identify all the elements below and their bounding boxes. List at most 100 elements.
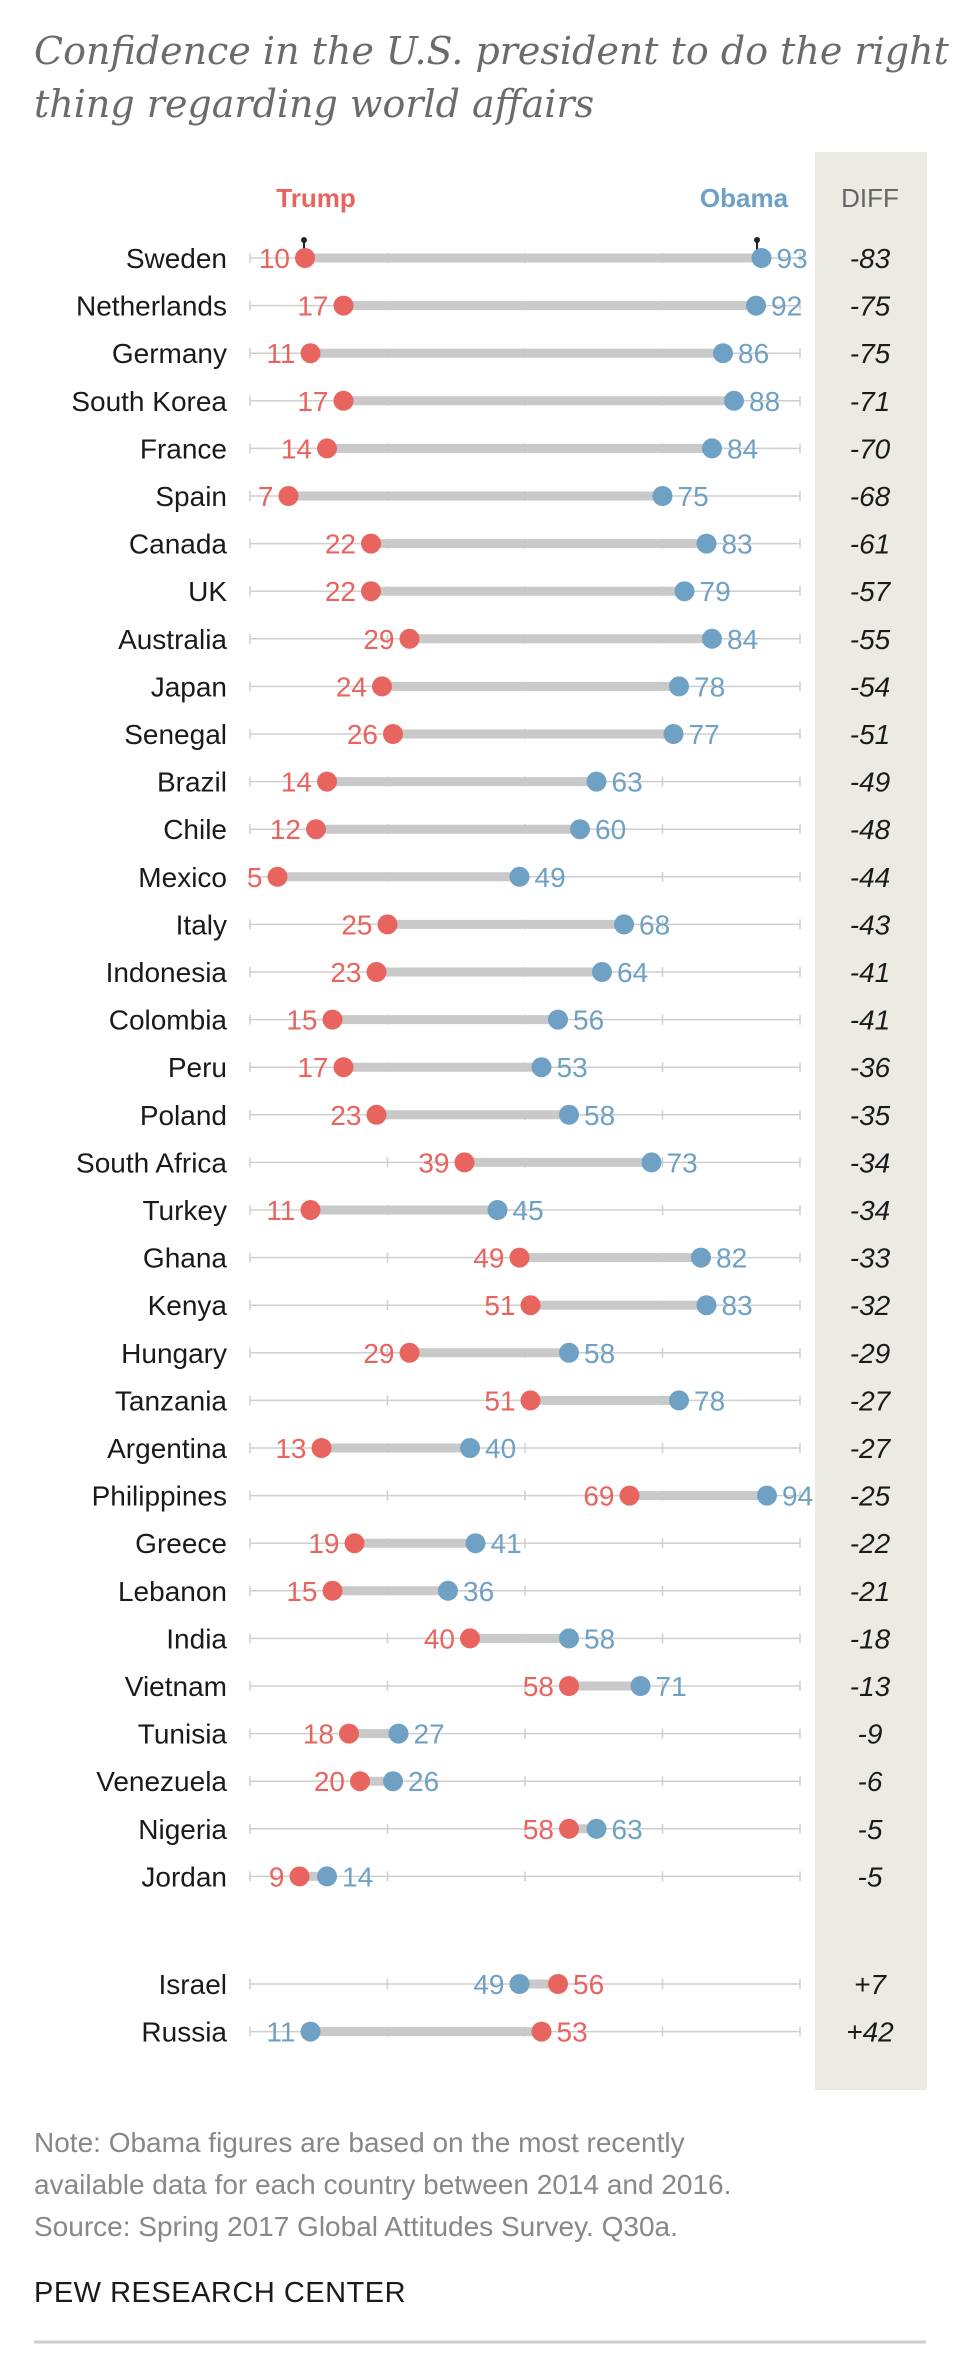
obama-value-kenya: 83 bbox=[722, 1290, 753, 1321]
country-label-turkey: Turkey bbox=[142, 1195, 227, 1226]
trump-value-brazil: 14 bbox=[281, 767, 312, 798]
diff-value-colombia: -41 bbox=[850, 1005, 890, 1036]
obama-value-philippines: 94 bbox=[782, 1481, 813, 1512]
country-label-israel: Israel bbox=[159, 1969, 227, 2000]
trump-dot-russia bbox=[531, 2021, 552, 2042]
trump-value-philippines: 69 bbox=[583, 1481, 614, 1512]
obama-dot-argentina bbox=[460, 1438, 480, 1458]
diff-value-israel: +7 bbox=[854, 1969, 887, 2000]
obama-dot-chile bbox=[570, 819, 590, 840]
trump-value-tanzania: 51 bbox=[484, 1385, 515, 1416]
trump-dot-south-korea bbox=[333, 390, 354, 411]
diff-value-germany: -75 bbox=[850, 338, 891, 369]
country-label-south-africa: South Africa bbox=[76, 1147, 227, 1178]
obama-value-hungary: 58 bbox=[584, 1338, 615, 1369]
trump-value-italy: 25 bbox=[341, 909, 372, 940]
trump-value-peru: 17 bbox=[297, 1052, 328, 1083]
country-label-brazil: Brazil bbox=[157, 767, 227, 798]
trump-value-canada: 22 bbox=[325, 529, 356, 560]
obama-value-spain: 75 bbox=[678, 481, 709, 512]
trump-dot-colombia bbox=[322, 1009, 343, 1030]
diff-value-senegal: -51 bbox=[850, 719, 890, 750]
country-label-italy: Italy bbox=[176, 909, 227, 940]
diff-value-nigeria: -5 bbox=[858, 1814, 883, 1845]
obama-value-vietnam: 71 bbox=[656, 1671, 687, 1702]
obama-dot-south-korea bbox=[724, 390, 744, 411]
diff-value-spain: -68 bbox=[850, 481, 891, 512]
trump-dot-argentina bbox=[311, 1438, 332, 1458]
trump-value-sweden: 10 bbox=[259, 243, 290, 274]
obama-value-france: 84 bbox=[727, 433, 758, 464]
obama-dot-australia bbox=[702, 628, 722, 649]
obama-dot-tunisia bbox=[388, 1723, 409, 1744]
obama-value-south-africa: 73 bbox=[667, 1147, 698, 1178]
trump-dot-brazil bbox=[317, 771, 337, 792]
legend-obama: Obama bbox=[700, 183, 789, 213]
obama-dot-canada bbox=[696, 533, 717, 554]
country-label-south-korea: South Korea bbox=[71, 386, 227, 417]
diff-value-philippines: -25 bbox=[850, 1481, 891, 1512]
diff-value-venezuela: -6 bbox=[858, 1766, 883, 1797]
trump-dot-turkey bbox=[300, 1200, 321, 1220]
obama-value-argentina: 40 bbox=[485, 1433, 516, 1464]
trump-dot-greece bbox=[344, 1533, 365, 1554]
diff-value-indonesia: -41 bbox=[850, 957, 890, 988]
trump-value-colombia: 15 bbox=[286, 1005, 317, 1036]
country-label-argentina: Argentina bbox=[107, 1433, 227, 1464]
obama-value-italy: 68 bbox=[639, 909, 670, 940]
trump-value-venezuela: 20 bbox=[314, 1766, 345, 1797]
footer-source-line: Source: Spring 2017 Global Attitudes Sur… bbox=[34, 2211, 678, 2242]
trump-dot-ghana bbox=[509, 1247, 530, 1268]
obama-dot-israel bbox=[509, 1974, 530, 1994]
country-label-uk: UK bbox=[188, 576, 227, 607]
trump-value-nigeria: 58 bbox=[523, 1814, 554, 1845]
diff-value-jordan: -5 bbox=[858, 1861, 883, 1892]
obama-dot-netherlands bbox=[746, 295, 766, 316]
obama-value-turkey: 45 bbox=[513, 1195, 544, 1226]
obama-value-japan: 78 bbox=[694, 671, 725, 702]
legend-trump-pointer-head bbox=[301, 237, 307, 243]
obama-dot-philippines bbox=[757, 1485, 777, 1506]
obama-value-canada: 83 bbox=[722, 529, 753, 560]
trump-dot-lebanon bbox=[322, 1580, 343, 1601]
country-label-venezuela: Venezuela bbox=[96, 1766, 227, 1797]
country-label-india: India bbox=[166, 1623, 227, 1654]
trump-value-france: 14 bbox=[281, 433, 312, 464]
obama-dot-sweden bbox=[751, 248, 772, 268]
trump-value-argentina: 13 bbox=[275, 1433, 306, 1464]
trump-dot-sweden bbox=[295, 248, 315, 268]
obama-dot-peru bbox=[531, 1057, 552, 1078]
obama-dot-spain bbox=[652, 486, 673, 506]
country-label-poland: Poland bbox=[140, 1100, 227, 1131]
trump-dot-senegal bbox=[383, 724, 403, 744]
country-label-kenya: Kenya bbox=[148, 1290, 228, 1321]
trump-dot-philippines bbox=[619, 1485, 640, 1506]
obama-dot-germany bbox=[713, 343, 733, 364]
obama-value-mexico: 49 bbox=[535, 862, 566, 893]
obama-dot-japan bbox=[669, 676, 689, 697]
obama-value-brazil: 63 bbox=[612, 767, 643, 798]
obama-value-ghana: 82 bbox=[716, 1243, 747, 1274]
trump-value-chile: 12 bbox=[270, 814, 301, 845]
obama-dot-lebanon bbox=[438, 1580, 458, 1601]
legend-trump: Trump bbox=[276, 183, 355, 213]
country-label-colombia: Colombia bbox=[109, 1005, 228, 1036]
country-label-indonesia: Indonesia bbox=[106, 957, 228, 988]
obama-value-indonesia: 64 bbox=[617, 957, 648, 988]
trump-value-indonesia: 23 bbox=[330, 957, 361, 988]
diff-value-tunisia: -9 bbox=[858, 1719, 883, 1750]
trump-value-israel: 56 bbox=[573, 1969, 604, 2000]
obama-dot-russia bbox=[300, 2021, 321, 2042]
country-label-nigeria: Nigeria bbox=[138, 1814, 227, 1845]
country-label-tunisia: Tunisia bbox=[138, 1719, 228, 1750]
obama-dot-ghana bbox=[691, 1247, 711, 1268]
obama-dot-jordan bbox=[317, 1866, 337, 1887]
obama-value-greece: 41 bbox=[491, 1528, 522, 1559]
obama-dot-mexico bbox=[509, 866, 530, 887]
diff-value-japan: -54 bbox=[850, 671, 890, 702]
country-label-france: France bbox=[140, 433, 227, 464]
obama-dot-turkey bbox=[487, 1200, 508, 1220]
country-label-germany: Germany bbox=[112, 338, 227, 369]
trump-value-mexico: 5 bbox=[247, 862, 263, 893]
